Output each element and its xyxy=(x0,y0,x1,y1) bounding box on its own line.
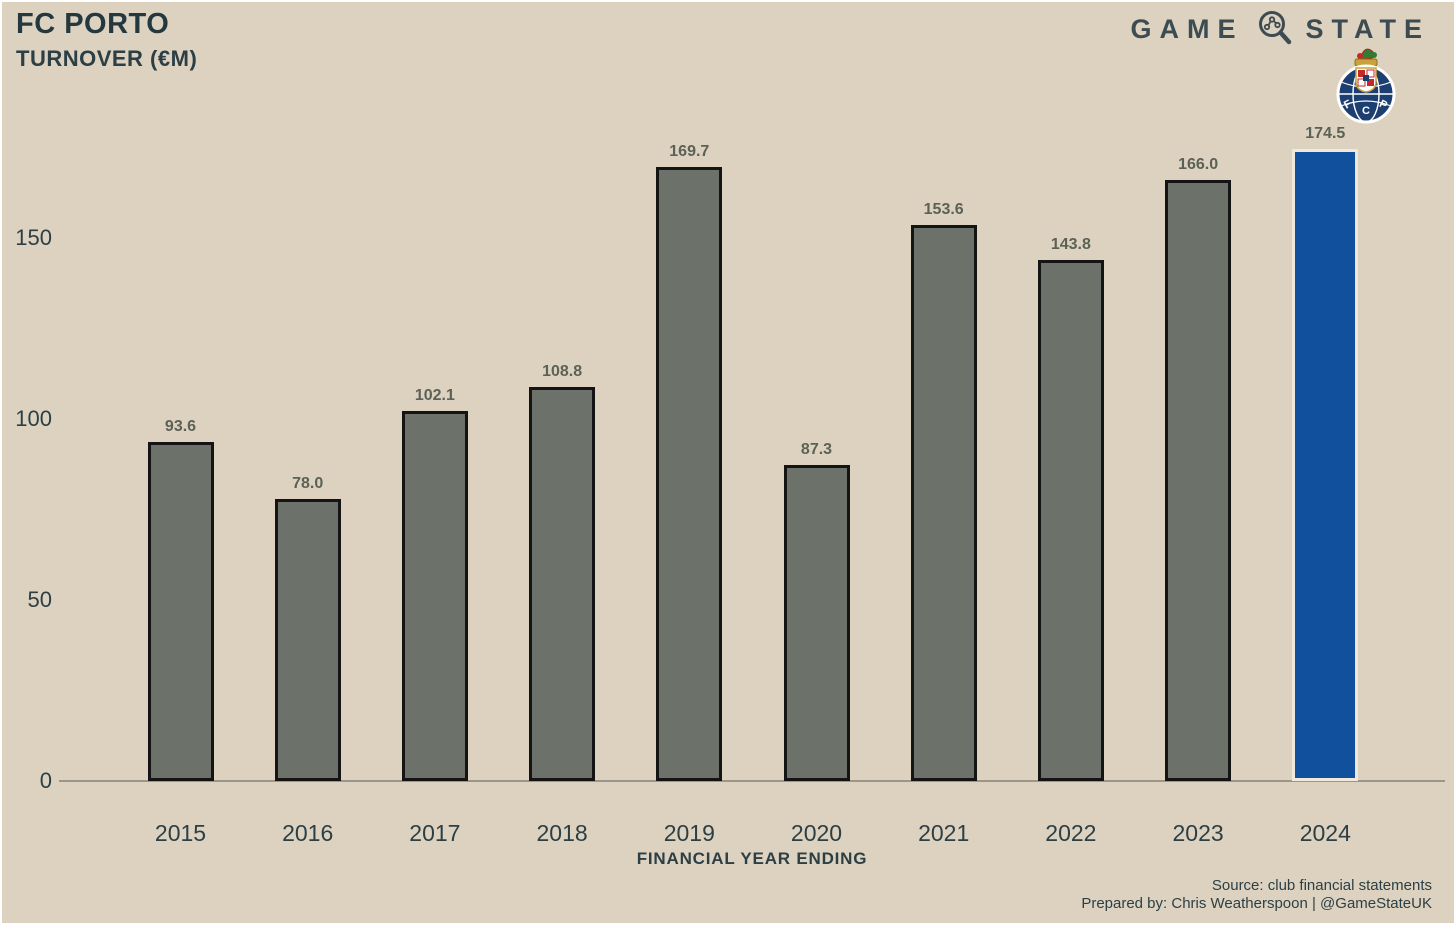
bar-value-label-2022: 143.8 xyxy=(1050,236,1091,254)
bar-2023 xyxy=(1165,180,1232,781)
bar-value-label-2016: 78.0 xyxy=(292,474,324,492)
x-axis-tick-2022: 2022 xyxy=(1045,820,1097,846)
fc-porto-crest: F C P xyxy=(1334,46,1398,126)
x-axis-title: FINANCIAL YEAR ENDING xyxy=(636,849,868,868)
x-axis-line xyxy=(59,780,1445,782)
x-axis-tick-2020: 2020 xyxy=(790,820,843,846)
bar-value-label-2021: 153.6 xyxy=(923,200,964,218)
brand-logo: GAME STATE xyxy=(1131,8,1431,50)
x-axis-tick-2017: 2017 xyxy=(409,820,461,846)
y-axis-tick-100: 100 xyxy=(15,406,52,431)
bar-value-label-2015: 93.6 xyxy=(164,418,197,436)
x-axis-tick-2019: 2019 xyxy=(663,820,715,846)
bar-2018 xyxy=(529,387,596,781)
x-axis-tick-2021: 2021 xyxy=(918,820,970,846)
bar-value-label-2017: 102.1 xyxy=(414,387,455,405)
bar-value-label-2019: 169.7 xyxy=(669,142,710,160)
y-axis-tick-150: 150 xyxy=(15,225,52,250)
chart-subtitle: TURNOVER (€M) xyxy=(16,46,198,71)
bar-2015 xyxy=(147,442,214,781)
footer-credits: Source: club financial statements Prepar… xyxy=(1081,877,1432,913)
bar-value-label-2024: 174.5 xyxy=(1305,125,1346,143)
svg-text:F: F xyxy=(1342,98,1354,112)
y-axis-tick-0: 0 xyxy=(39,768,52,793)
magnifier-network-icon xyxy=(1254,8,1296,50)
x-axis-tick-2016: 2016 xyxy=(282,820,334,846)
bar-value-label-2018: 108.8 xyxy=(542,363,583,381)
source-text: Source: club financial statements xyxy=(1211,877,1432,894)
bar-value-label-2020: 87.3 xyxy=(800,440,833,458)
svg-text:C: C xyxy=(1362,105,1370,117)
bar-value-label-2023: 166.0 xyxy=(1178,156,1219,174)
bar-2021 xyxy=(910,224,977,781)
y-axis-tick-50: 50 xyxy=(27,587,52,612)
x-axis-tick-2024: 2024 xyxy=(1299,820,1351,846)
bar-2019 xyxy=(656,166,723,781)
x-axis-tick-2015: 2015 xyxy=(154,820,207,846)
bar-2024 xyxy=(1292,149,1359,781)
prepared-by-text: Prepared by: Chris Weatherspoon | @GameS… xyxy=(1081,895,1432,912)
brand-text-game: GAME xyxy=(1130,13,1244,44)
page-title: FC PORTO xyxy=(16,8,170,40)
x-axis-tick-2023: 2023 xyxy=(1172,820,1224,846)
brand-text-state: STATE xyxy=(1305,13,1430,44)
bar-2020 xyxy=(783,464,850,781)
bar-2016 xyxy=(274,498,341,781)
x-axis-tick-2018: 2018 xyxy=(536,820,588,846)
bar-2022 xyxy=(1037,260,1104,781)
bar-2017 xyxy=(401,411,468,781)
